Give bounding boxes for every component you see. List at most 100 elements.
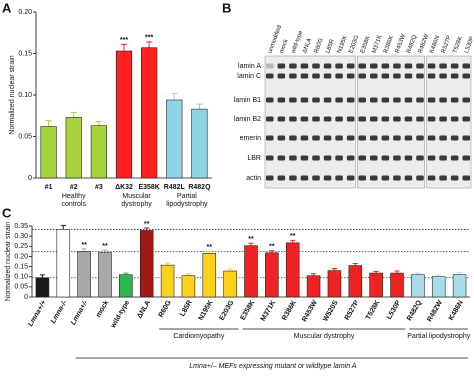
bar: [181, 275, 196, 298]
x-tick-label: #3: [95, 184, 103, 191]
blot-band: [370, 135, 378, 141]
blot-band: [450, 155, 459, 161]
blot-band: [346, 63, 355, 69]
blot-band: [289, 116, 297, 122]
bar: [390, 272, 404, 298]
y-tick-label: 0.05: [18, 133, 32, 140]
blot-band: [450, 175, 459, 181]
bar: [115, 50, 133, 179]
blot-band: [416, 97, 424, 103]
blot-band: [358, 155, 366, 161]
bar: [223, 270, 237, 298]
significance-label: ***: [120, 37, 128, 44]
significance-label: ***: [145, 35, 153, 42]
blot-band: [300, 175, 309, 181]
blot-band: [358, 97, 366, 103]
blot-band: [323, 155, 332, 161]
blot-band: [393, 155, 401, 161]
blot-band: [323, 175, 332, 181]
blot-band: [427, 155, 436, 161]
x-tick-label: R527P: [344, 299, 361, 321]
blot-band: [381, 63, 390, 69]
lane-label: R386K: [383, 35, 395, 54]
blot-band: [346, 116, 355, 122]
blot-band: [450, 63, 459, 69]
blot-band: [381, 155, 390, 161]
blot-band: [439, 63, 447, 69]
blot-band: [266, 155, 274, 161]
blot-band: [323, 63, 332, 69]
blot-band: [335, 63, 343, 69]
blot-band: [370, 155, 378, 161]
blot-band: [289, 73, 297, 79]
x-tick-label: ΔK32: [115, 184, 133, 191]
blot-band: [289, 63, 297, 69]
blot-band: [462, 97, 470, 103]
bar: [166, 99, 183, 179]
row-label: lamin A: [238, 63, 261, 70]
row-label: lamin B2: [234, 116, 261, 123]
blot-band: [416, 135, 424, 141]
blot-band: [312, 175, 320, 181]
y-tick-label: 0: [24, 294, 28, 301]
y-axis-label: Normalized nuclear strain: [5, 222, 12, 301]
blot-band: [381, 97, 390, 103]
blot-band: [439, 97, 447, 103]
blot-band: [346, 73, 355, 79]
x-tick-label: wild-type: [109, 299, 131, 330]
bar: [56, 229, 71, 298]
blot-band: [289, 135, 297, 141]
bar: [160, 264, 175, 298]
bar: [369, 272, 383, 298]
blot-band: [450, 97, 459, 103]
y-tick-label: 0.05: [14, 284, 28, 291]
bar: [431, 276, 446, 298]
y-tick-label: 0.10: [18, 92, 32, 99]
blot-band: [462, 116, 470, 122]
row-label: actin: [246, 175, 261, 182]
blot-band: [277, 155, 286, 161]
x-tick-label: #1: [45, 184, 53, 191]
blot-band: [370, 116, 378, 122]
bar: [98, 252, 112, 298]
y-tick-label: 0.30: [14, 233, 28, 240]
significance-label: **: [290, 233, 296, 240]
blot-band: [335, 135, 343, 141]
bar: [77, 251, 91, 298]
blot-band: [335, 155, 343, 161]
y-axis-label: Normalized nuclear strain: [9, 55, 16, 134]
blot-band: [393, 116, 401, 122]
blot-band: [416, 175, 424, 181]
blot-band: [335, 97, 343, 103]
blot-band: [370, 97, 378, 103]
x-tick-label: W520S: [322, 299, 340, 323]
blot-band: [427, 175, 436, 181]
blot-band: [358, 63, 366, 69]
y-tick-label: 0: [28, 175, 32, 182]
blot-band: [346, 175, 355, 181]
blot-band: [277, 63, 286, 69]
blot-band: [439, 73, 447, 79]
blot-band: [462, 175, 470, 181]
y-tick-label: 0.10: [14, 274, 28, 281]
blot-band: [427, 63, 436, 69]
lane-label: K486N: [429, 35, 441, 54]
bar: [141, 47, 158, 179]
row-label: lamin C: [237, 73, 261, 80]
x-tick-label: R386K: [281, 299, 298, 321]
x-tick-label: R482Q: [188, 184, 211, 191]
group-label: Muscular dystrophy: [121, 193, 152, 208]
x-tick-label: L530P: [386, 299, 403, 321]
y-tick-label: 0.25: [14, 243, 28, 250]
blot-band: [277, 175, 286, 181]
blot-band: [266, 97, 274, 103]
x-tick-label: mock: [95, 299, 110, 318]
x-tick-label: M371K: [260, 299, 277, 322]
group-label: Healthy controls: [61, 193, 86, 208]
blot-band: [416, 116, 424, 122]
group-label: Partial lipodystrophy: [166, 193, 208, 208]
blot-band: [346, 97, 355, 103]
blot-band: [393, 97, 401, 103]
lane-label: R482Q: [406, 34, 418, 54]
